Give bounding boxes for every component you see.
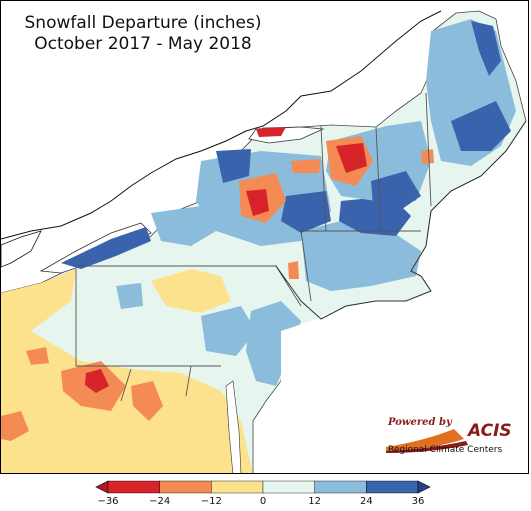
zone-pa-blue2: [201, 306, 256, 356]
right-arrow-icon: [417, 480, 431, 494]
zone-ny-dark2: [281, 191, 331, 233]
map-title-line-1: Snowfall Departure (inches): [24, 13, 262, 33]
zone-ct-orange: [288, 261, 299, 279]
zone-south-yellow: [1, 331, 253, 473]
zone-pa-central-yellow: [151, 269, 231, 313]
zone-sw-orange2: [1, 411, 29, 441]
zone-md-orange: [131, 381, 163, 421]
colorbar-tick-label: −24: [149, 496, 171, 507]
zone-ny-dark: [216, 149, 251, 183]
zone-vt-red: [336, 143, 367, 173]
chesapeake: [225, 380, 242, 473]
zone-north-red: [256, 127, 286, 137]
canada-coast: [1, 10, 442, 240]
lake-huron: [1, 230, 42, 268]
acis-subtitle: Regional Climate Centers: [388, 445, 503, 455]
colorbar-legend: −36 −24 −12 0 12 24 36: [0, 474, 531, 511]
acis-swoosh-icon: [386, 429, 468, 453]
colorbar-bin: [262, 480, 315, 494]
acis-logo[interactable]: Powered by ACIS Regional Climate Centers: [384, 415, 519, 461]
colorbar-bin: [211, 480, 264, 494]
zone-ne-blue: [301, 221, 421, 291]
zone-nj-blue: [246, 301, 301, 386]
zone-ny-red: [246, 189, 269, 216]
zone-pa-yellow: [1, 269, 76, 341]
colorbar-bin: [366, 480, 419, 494]
colorbar-tick-label: 24: [359, 496, 373, 507]
zone-pa-blue: [116, 283, 143, 309]
zone-sw-orange: [26, 347, 49, 365]
zone-nh-dark: [371, 171, 421, 211]
zone-wv-red: [85, 369, 109, 393]
colorbar-tick-label: 0: [259, 496, 267, 507]
acis-name: ACIS: [468, 421, 512, 441]
snowfall-map: [1, 10, 528, 473]
colorbar: [95, 480, 431, 494]
colorbar-tick-label: 36: [411, 496, 425, 507]
colorbar-tick-label: 12: [308, 496, 322, 507]
colorbar-bin: [107, 480, 160, 494]
map-title-line-2: October 2017 - May 2018: [34, 34, 252, 54]
colorbar-tick-label: −36: [97, 496, 119, 507]
colorbar-tick-label: −12: [200, 496, 222, 507]
zone-wny-blue: [151, 206, 216, 246]
zone-me-orange: [421, 149, 434, 164]
colorbar-bin: [314, 480, 367, 494]
acis-powered-by: Powered by: [388, 417, 452, 428]
zone-north-orange: [291, 159, 321, 173]
left-arrow-icon: [95, 480, 109, 494]
zone-wny-dark: [61, 227, 151, 269]
coast-line: [275, 120, 527, 320]
map-frame: Snowfall Departure (inches) October 2017…: [0, 0, 529, 474]
zone-me-dark2: [451, 101, 511, 151]
atlantic: [266, 291, 528, 473]
colorbar-bin: [159, 480, 212, 494]
zone-me-dark: [471, 21, 501, 76]
